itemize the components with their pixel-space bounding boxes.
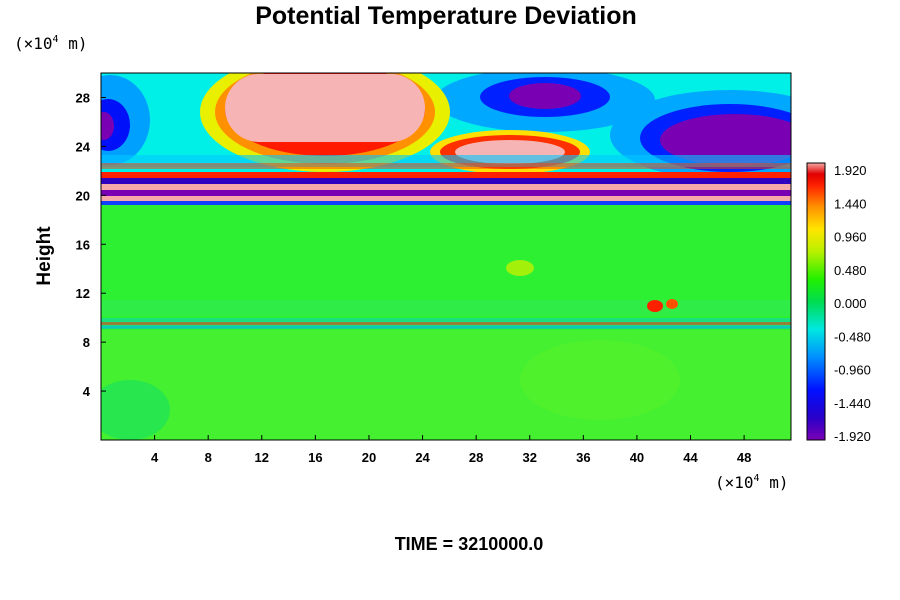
y-unit-label: (×104 m) (14, 34, 87, 53)
svg-text:(×104 m): (×104 m) (14, 34, 87, 53)
x-tick-label: 16 (308, 450, 322, 465)
y-axis-ticks: 4 8 12 16 20 24 28 (76, 90, 106, 399)
heatmap-field (101, 73, 791, 440)
x-unit-label: (×104 m) (715, 473, 788, 492)
colorbar-tick-label: 0.960 (834, 230, 867, 245)
colorbar-tick-label: -0.480 (834, 329, 871, 344)
chart-title: Potential Temperature Deviation (255, 2, 637, 30)
x-tick-label: 20 (362, 450, 376, 465)
x-tick-label: 24 (415, 450, 430, 465)
x-axis-ticks: 4 8 12 16 20 24 28 32 36 40 44 48 (151, 435, 751, 465)
y-tick-label: 28 (76, 90, 90, 105)
plot-frame (100, 72, 792, 441)
x-tick-label: 36 (576, 450, 590, 465)
colorbar-tick-label: -1.920 (834, 429, 871, 444)
colorbar-tick-label: 0.480 (834, 263, 867, 278)
x-tick-label: 28 (469, 450, 483, 465)
colorbar (806, 162, 826, 441)
y-axis-label: Height (34, 226, 55, 286)
y-unit-suffix: m) (59, 34, 88, 53)
time-label: TIME = 3210000.0 (395, 534, 544, 554)
colorbar-ticks: 1.920 1.440 0.960 0.480 0.000 -0.480 -0.960 -1.… (834, 163, 871, 444)
y-unit-exp: 4 (53, 34, 59, 45)
colorbar-tick-label: 1.920 (834, 163, 867, 178)
x-tick-label: 48 (737, 450, 751, 465)
y-unit-prefix: (×10 (14, 34, 53, 53)
colorbar-tick-label: -1.440 (834, 396, 871, 411)
x-tick-label: 32 (523, 450, 537, 465)
colorbar-tick-label: -0.960 (834, 363, 871, 378)
y-tick-label: 4 (83, 384, 91, 399)
x-tick-label: 44 (683, 450, 698, 465)
x-tick-label: 8 (205, 450, 212, 465)
colorbar-tick-label: 0.000 (834, 296, 867, 311)
x-tick-label: 4 (151, 450, 159, 465)
x-unit-exp: 4 (754, 473, 760, 484)
x-unit-suffix: m) (760, 473, 789, 492)
colorbar-tick-label: 1.440 (834, 196, 867, 211)
x-tick-label: 12 (255, 450, 269, 465)
x-tick-label: 40 (630, 450, 644, 465)
y-tick-label: 24 (76, 139, 91, 154)
x-unit-prefix: (×10 (715, 473, 754, 492)
y-tick-label: 12 (76, 286, 90, 301)
y-tick-label: 20 (76, 188, 90, 203)
y-tick-label: 16 (76, 237, 90, 252)
svg-text:(×104 m): (×104 m) (715, 473, 788, 492)
y-tick-label: 8 (83, 335, 90, 350)
